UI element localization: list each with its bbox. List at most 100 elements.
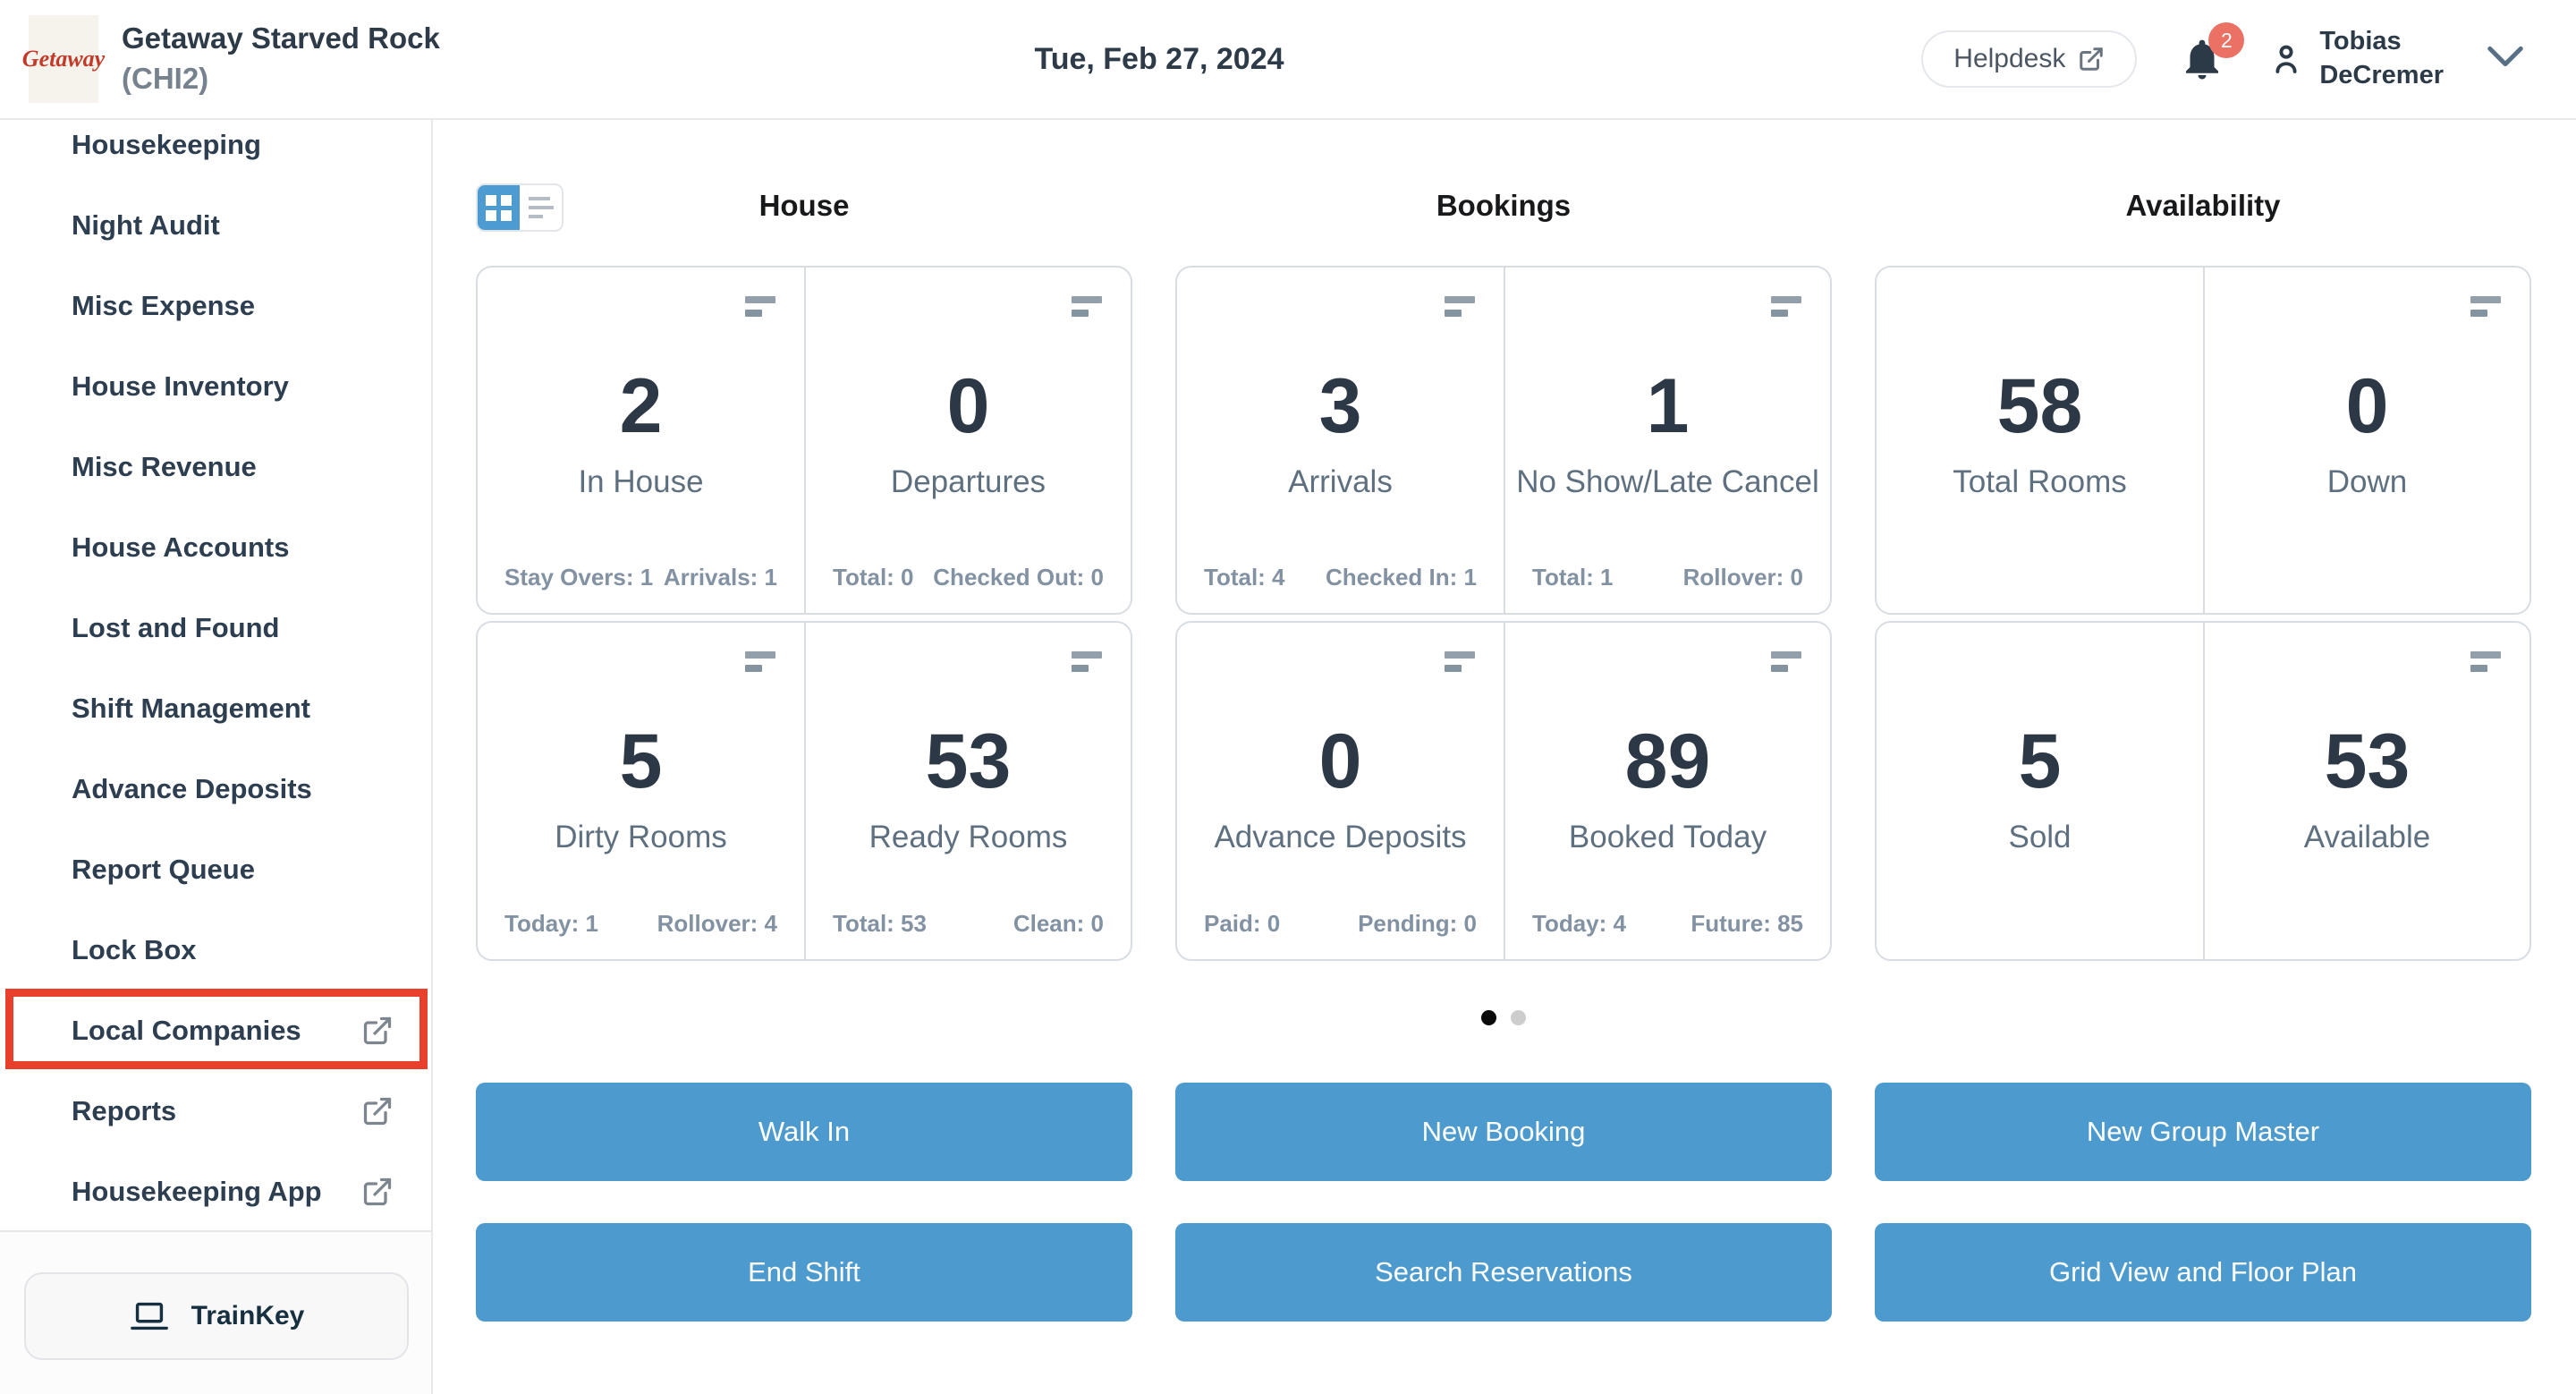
user-menu[interactable]: Tobias DeCremer <box>2267 25 2444 92</box>
sidebar-item-local-companies[interactable]: Local Companies <box>0 989 431 1069</box>
external-link-icon <box>363 1016 392 1045</box>
filter-lines-icon[interactable] <box>1771 296 1801 317</box>
card-stats: Stay Overs: 1 Arrivals: 1 <box>504 564 777 591</box>
departures-card[interactable]: 0 Departures Total: 0 Checked Out: 0 <box>804 268 1131 613</box>
notification-badge: 2 <box>2208 22 2245 58</box>
trainkey-button[interactable]: TrainKey <box>24 1272 409 1360</box>
end-shift-button[interactable]: End Shift <box>476 1223 1132 1322</box>
sidebar-item-night-audit[interactable]: Night Audit <box>72 209 220 241</box>
dirty-rooms-card[interactable]: 5 Dirty Rooms Today: 1 Rollover: 4 <box>478 623 804 959</box>
sidebar-item-misc-expense[interactable]: Misc Expense <box>72 290 256 321</box>
current-date: Tue, Feb 27, 2024 <box>1034 41 1284 76</box>
section-title-availability: Availability <box>2125 189 2281 222</box>
card-row: 5 Dirty Rooms Today: 1 Rollover: 4 53 Re… <box>476 621 1132 961</box>
card-row: 2 In House Stay Overs: 1 Arrivals: 1 0 D… <box>476 266 1132 615</box>
advance-deposits-card[interactable]: 0 Advance Deposits Paid: 0 Pending: 0 <box>1177 623 1504 959</box>
trainkey-label: TrainKey <box>191 1301 305 1330</box>
helpdesk-button[interactable]: Helpdesk <box>1921 30 2138 88</box>
sidebar-item-house-accounts[interactable]: House Accounts <box>72 531 290 563</box>
card-stats: Total: 0 Checked Out: 0 <box>833 564 1104 591</box>
card-stats: Paid: 0 Pending: 0 <box>1204 910 1477 937</box>
ready-rooms-card[interactable]: 53 Ready Rooms Total: 53 Clean: 0 <box>804 623 1131 959</box>
sidebar-item-house-inventory[interactable]: House Inventory <box>72 370 289 402</box>
bookings-header: Bookings <box>1175 174 1832 238</box>
helpdesk-label: Helpdesk <box>1953 44 2066 73</box>
property-name: Getaway Starved Rock <box>122 21 440 55</box>
property-title: Getaway Starved Rock (CHI2) <box>122 19 440 98</box>
sidebar-footer: TrainKey <box>0 1230 431 1394</box>
section-bookings: 3 Arrivals Total: 4 Checked In: 1 1 No S… <box>1175 266 1832 961</box>
brand: Getaway Getaway Starved Rock (CHI2) <box>0 15 440 103</box>
filter-lines-icon[interactable] <box>2470 296 2501 317</box>
sidebar-item-misc-revenue[interactable]: Misc Revenue <box>72 451 257 482</box>
card-stats: Total: 1 Rollover: 0 <box>1532 564 1803 591</box>
user-menu-caret[interactable] <box>2485 44 2526 75</box>
carousel-dot-2[interactable] <box>1511 1010 1526 1025</box>
sidebar-item-shift-management[interactable]: Shift Management <box>72 693 310 724</box>
filter-lines-icon[interactable] <box>2470 651 2501 672</box>
filter-lines-icon[interactable] <box>1445 296 1475 317</box>
card-stats: Total: 4 Checked In: 1 <box>1204 564 1477 591</box>
list-view-icon <box>528 197 554 218</box>
card-row: 5 Sold 53 Available <box>1875 621 2531 961</box>
person-icon <box>2275 45 2297 73</box>
user-name: Tobias DeCremer <box>2319 27 2444 89</box>
down-card[interactable]: 0 Down <box>2203 268 2529 613</box>
sidebar-item-report-queue[interactable]: Report Queue <box>72 854 255 885</box>
search-reservations-button[interactable]: Search Reservations <box>1175 1223 1832 1322</box>
filter-lines-icon[interactable] <box>745 651 775 672</box>
new-group-master-button[interactable]: New Group Master <box>1875 1083 2531 1181</box>
dashboard: House Bookings Availability 2 In House S… <box>431 118 2576 1394</box>
filter-lines-icon[interactable] <box>745 296 775 317</box>
house-header: House <box>476 174 1132 238</box>
sold-card[interactable]: 5 Sold <box>2008 718 2072 854</box>
carousel-dot-1[interactable] <box>1481 1010 1496 1025</box>
available-card[interactable]: 53 Available <box>2203 623 2529 959</box>
filter-lines-icon[interactable] <box>1771 651 1801 672</box>
section-house: 2 In House Stay Overs: 1 Arrivals: 1 0 D… <box>476 266 1132 961</box>
notifications-button[interactable]: 2 <box>2178 22 2245 85</box>
section-title-house: House <box>758 189 850 222</box>
arrivals-card[interactable]: 3 Arrivals Total: 4 Checked In: 1 <box>1177 268 1504 613</box>
filter-lines-icon[interactable] <box>1445 651 1475 672</box>
availability-header: Availability <box>1875 174 2531 238</box>
filter-lines-icon[interactable] <box>1072 651 1102 672</box>
chevron-down-icon <box>2487 46 2523 66</box>
walk-in-button[interactable]: Walk In <box>476 1083 1132 1181</box>
app-header: Getaway Getaway Starved Rock (CHI2) Tue,… <box>0 0 2576 120</box>
laptop-icon <box>130 1302 168 1330</box>
grid-view-and-floor-plan-button[interactable]: Grid View and Floor Plan <box>1875 1223 2531 1322</box>
total-rooms-card[interactable]: 58 Total Rooms <box>1953 363 2127 499</box>
new-booking-button[interactable]: New Booking <box>1175 1083 1832 1181</box>
header-actions: Helpdesk 2 Tobias DeCremer <box>1921 22 2576 92</box>
carousel-dots <box>431 1010 2576 1025</box>
sidebar-item-lock-box[interactable]: Lock Box <box>72 934 197 965</box>
in-house-card[interactable]: 2 In House Stay Overs: 1 Arrivals: 1 <box>478 268 804 613</box>
sidebar-item-housekeeping[interactable]: Housekeeping <box>72 129 261 160</box>
card-row: 0 Advance Deposits Paid: 0 Pending: 0 89… <box>1175 621 1832 961</box>
grid-view-icon <box>486 194 512 221</box>
card-row: 3 Arrivals Total: 4 Checked In: 1 1 No S… <box>1175 266 1832 615</box>
property-code: (CHI2) <box>122 62 209 95</box>
sidebar-item-lost-and-found[interactable]: Lost and Found <box>72 612 280 643</box>
booked-today-card[interactable]: 89 Booked Today Today: 4 Future: 85 <box>1504 623 1830 959</box>
external-link-icon <box>363 1177 392 1206</box>
filter-lines-icon[interactable] <box>1072 296 1102 317</box>
card-stats: Today: 4 Future: 85 <box>1532 910 1803 937</box>
grid-view-button[interactable] <box>478 185 520 230</box>
sidebar-item-advance-deposits[interactable]: Advance Deposits <box>72 773 312 804</box>
sidebar: Housekeeping Night Audit Misc Expense Ho… <box>0 118 433 1394</box>
list-view-button[interactable] <box>520 185 562 230</box>
sidebar-item-reports[interactable]: Reports <box>0 1084 431 1138</box>
external-link-icon <box>2080 47 2104 71</box>
card-row: 58 Total Rooms 0 Down <box>1875 266 2531 615</box>
section-availability: 58 Total Rooms 0 Down 5 Sold 53 Availabl… <box>1875 266 2531 961</box>
sidebar-item-housekeeping-app[interactable]: Housekeeping App <box>0 1165 431 1219</box>
section-headers: House Bookings Availability <box>431 174 2576 238</box>
section-title-bookings: Bookings <box>1436 189 1572 222</box>
getaway-logo: Getaway <box>22 15 105 103</box>
card-stats: Today: 1 Rollover: 4 <box>504 910 777 937</box>
no-show-late-cancel-card[interactable]: 1 No Show/Late Cancel Total: 1 Rollover:… <box>1504 268 1830 613</box>
external-link-icon <box>363 1097 392 1126</box>
